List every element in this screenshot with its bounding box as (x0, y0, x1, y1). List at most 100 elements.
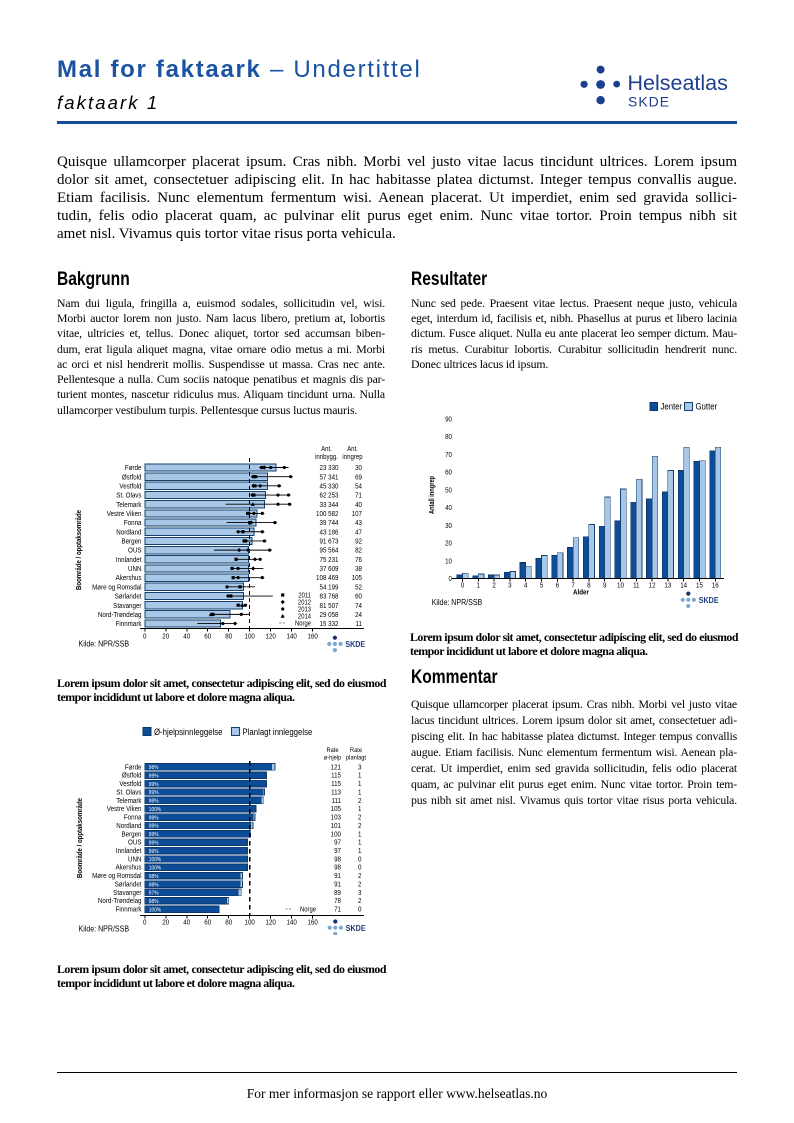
svg-text:15 332: 15 332 (319, 621, 338, 629)
svg-text:St. Olavs: St. Olavs (116, 789, 142, 797)
svg-text:15: 15 (696, 582, 703, 590)
svg-text:Stavanger: Stavanger (113, 889, 142, 897)
svg-text:0: 0 (358, 906, 362, 914)
svg-text:3: 3 (358, 889, 362, 897)
svg-text:140: 140 (286, 919, 297, 927)
svg-text:1: 1 (477, 582, 481, 590)
svg-text:Vestre Viken: Vestre Viken (107, 511, 142, 519)
svg-text:78: 78 (334, 898, 341, 906)
svg-text:24: 24 (355, 612, 362, 620)
svg-text:60: 60 (445, 469, 452, 477)
svg-text:120: 120 (265, 633, 276, 641)
svg-text:140: 140 (286, 633, 297, 641)
svg-text:100%: 100% (149, 857, 162, 863)
svg-text:100%: 100% (149, 807, 162, 813)
svg-text:ø-hjelp: ø-hjelp (324, 754, 342, 762)
svg-text:100%: 100% (149, 907, 162, 913)
svg-text:Fonna: Fonna (124, 814, 142, 822)
svg-text:2014: 2014 (298, 613, 311, 621)
svg-text:inngrep: inngrep (342, 454, 362, 462)
svg-text:60: 60 (355, 593, 362, 601)
svg-text:99%: 99% (149, 782, 159, 788)
svg-text:St. Olavs: St. Olavs (116, 492, 142, 500)
svg-text:37 609: 37 609 (319, 566, 338, 574)
svg-text:Gutter: Gutter (695, 401, 717, 412)
svg-text:62 253: 62 253 (319, 492, 338, 500)
svg-text:Førde: Førde (125, 764, 142, 772)
svg-text:1: 1 (358, 806, 362, 814)
svg-text:Østfold: Østfold (122, 474, 142, 482)
svg-text:Sørlandet: Sørlandet (115, 881, 142, 889)
svg-text:45 330: 45 330 (319, 483, 338, 491)
svg-text:2: 2 (358, 881, 362, 889)
svg-text:innbygg.: innbygg. (315, 454, 338, 462)
svg-text:2: 2 (358, 797, 362, 805)
svg-text:10: 10 (617, 582, 624, 590)
svg-text:2: 2 (358, 822, 362, 830)
svg-text:52: 52 (355, 584, 362, 592)
svg-text:99%: 99% (149, 790, 159, 796)
svg-text:Nordland: Nordland (116, 529, 141, 537)
svg-text:1: 1 (358, 781, 362, 789)
svg-text:57 341: 57 341 (319, 474, 338, 482)
svg-text:54: 54 (355, 483, 362, 491)
svg-text:Finnmark: Finnmark (116, 621, 142, 629)
svg-text:Antall inngrep: Antall inngrep (429, 476, 436, 514)
svg-text:2: 2 (358, 898, 362, 906)
svg-text:82: 82 (355, 547, 362, 555)
svg-text:0: 0 (358, 864, 362, 872)
svg-text:11: 11 (633, 582, 640, 590)
svg-text:39 744: 39 744 (319, 520, 338, 528)
svg-text:Innlandet: Innlandet (116, 848, 142, 856)
svg-text:60: 60 (204, 919, 211, 927)
svg-text:2013: 2013 (298, 606, 311, 614)
svg-text:Innlandet: Innlandet (116, 556, 142, 564)
svg-text:90: 90 (445, 416, 452, 424)
svg-text:SKDE: SKDE (345, 640, 365, 650)
svg-text:98%: 98% (149, 765, 159, 771)
svg-text:Jenter: Jenter (660, 401, 682, 412)
svg-text:Rate: Rate (350, 747, 363, 755)
svg-text:105: 105 (352, 575, 363, 583)
svg-text:SKDE: SKDE (699, 595, 719, 605)
svg-text:Fonna: Fonna (124, 520, 142, 528)
svg-text:Møre og Romsdal: Møre og Romsdal (92, 873, 142, 881)
svg-text:76: 76 (355, 556, 362, 564)
svg-text:71: 71 (334, 906, 341, 914)
svg-text:Rate: Rate (326, 747, 339, 755)
svg-text:113: 113 (331, 789, 341, 797)
svg-text:120: 120 (265, 919, 276, 927)
svg-text:Telemark: Telemark (116, 501, 142, 509)
svg-text:Finnmark: Finnmark (116, 906, 142, 914)
svg-text:38: 38 (355, 566, 362, 574)
svg-text:2012: 2012 (298, 599, 311, 607)
svg-text:0: 0 (143, 919, 147, 927)
svg-text:Møre og Romsdal: Møre og Romsdal (92, 584, 142, 592)
svg-text:80: 80 (445, 434, 452, 442)
svg-text:98%: 98% (149, 823, 159, 829)
svg-text:Kilde: NPR/SSB: Kilde: NPR/SSB (432, 597, 483, 607)
svg-text:40: 40 (183, 919, 190, 927)
svg-text:0: 0 (143, 633, 147, 641)
svg-text:Sørlandet: Sørlandet (115, 593, 142, 601)
svg-text:115: 115 (331, 772, 341, 780)
svg-text:1: 1 (358, 848, 362, 856)
svg-text:40: 40 (445, 505, 452, 513)
svg-text:Nord-Trøndelag: Nord-Trøndelag (98, 898, 142, 906)
svg-text:Alder: Alder (573, 589, 589, 597)
svg-text:101: 101 (331, 822, 342, 830)
svg-text:Ant.: Ant. (321, 446, 332, 454)
svg-text:Norge: Norge (300, 906, 316, 914)
svg-text:40: 40 (183, 633, 190, 641)
svg-text:Bergen: Bergen (121, 538, 141, 546)
svg-text:1: 1 (358, 772, 362, 780)
svg-text:98%: 98% (149, 815, 159, 821)
svg-text:Planlagt innleggelse: Planlagt innleggelse (242, 726, 312, 737)
svg-text:11: 11 (356, 621, 363, 629)
svg-text:60: 60 (204, 633, 211, 641)
svg-text:Kilde: NPR/SSB: Kilde: NPR/SSB (79, 639, 130, 649)
svg-text:50: 50 (445, 487, 452, 495)
svg-text:91: 91 (334, 881, 341, 889)
svg-text:103: 103 (331, 814, 342, 822)
svg-text:111: 111 (332, 797, 342, 805)
